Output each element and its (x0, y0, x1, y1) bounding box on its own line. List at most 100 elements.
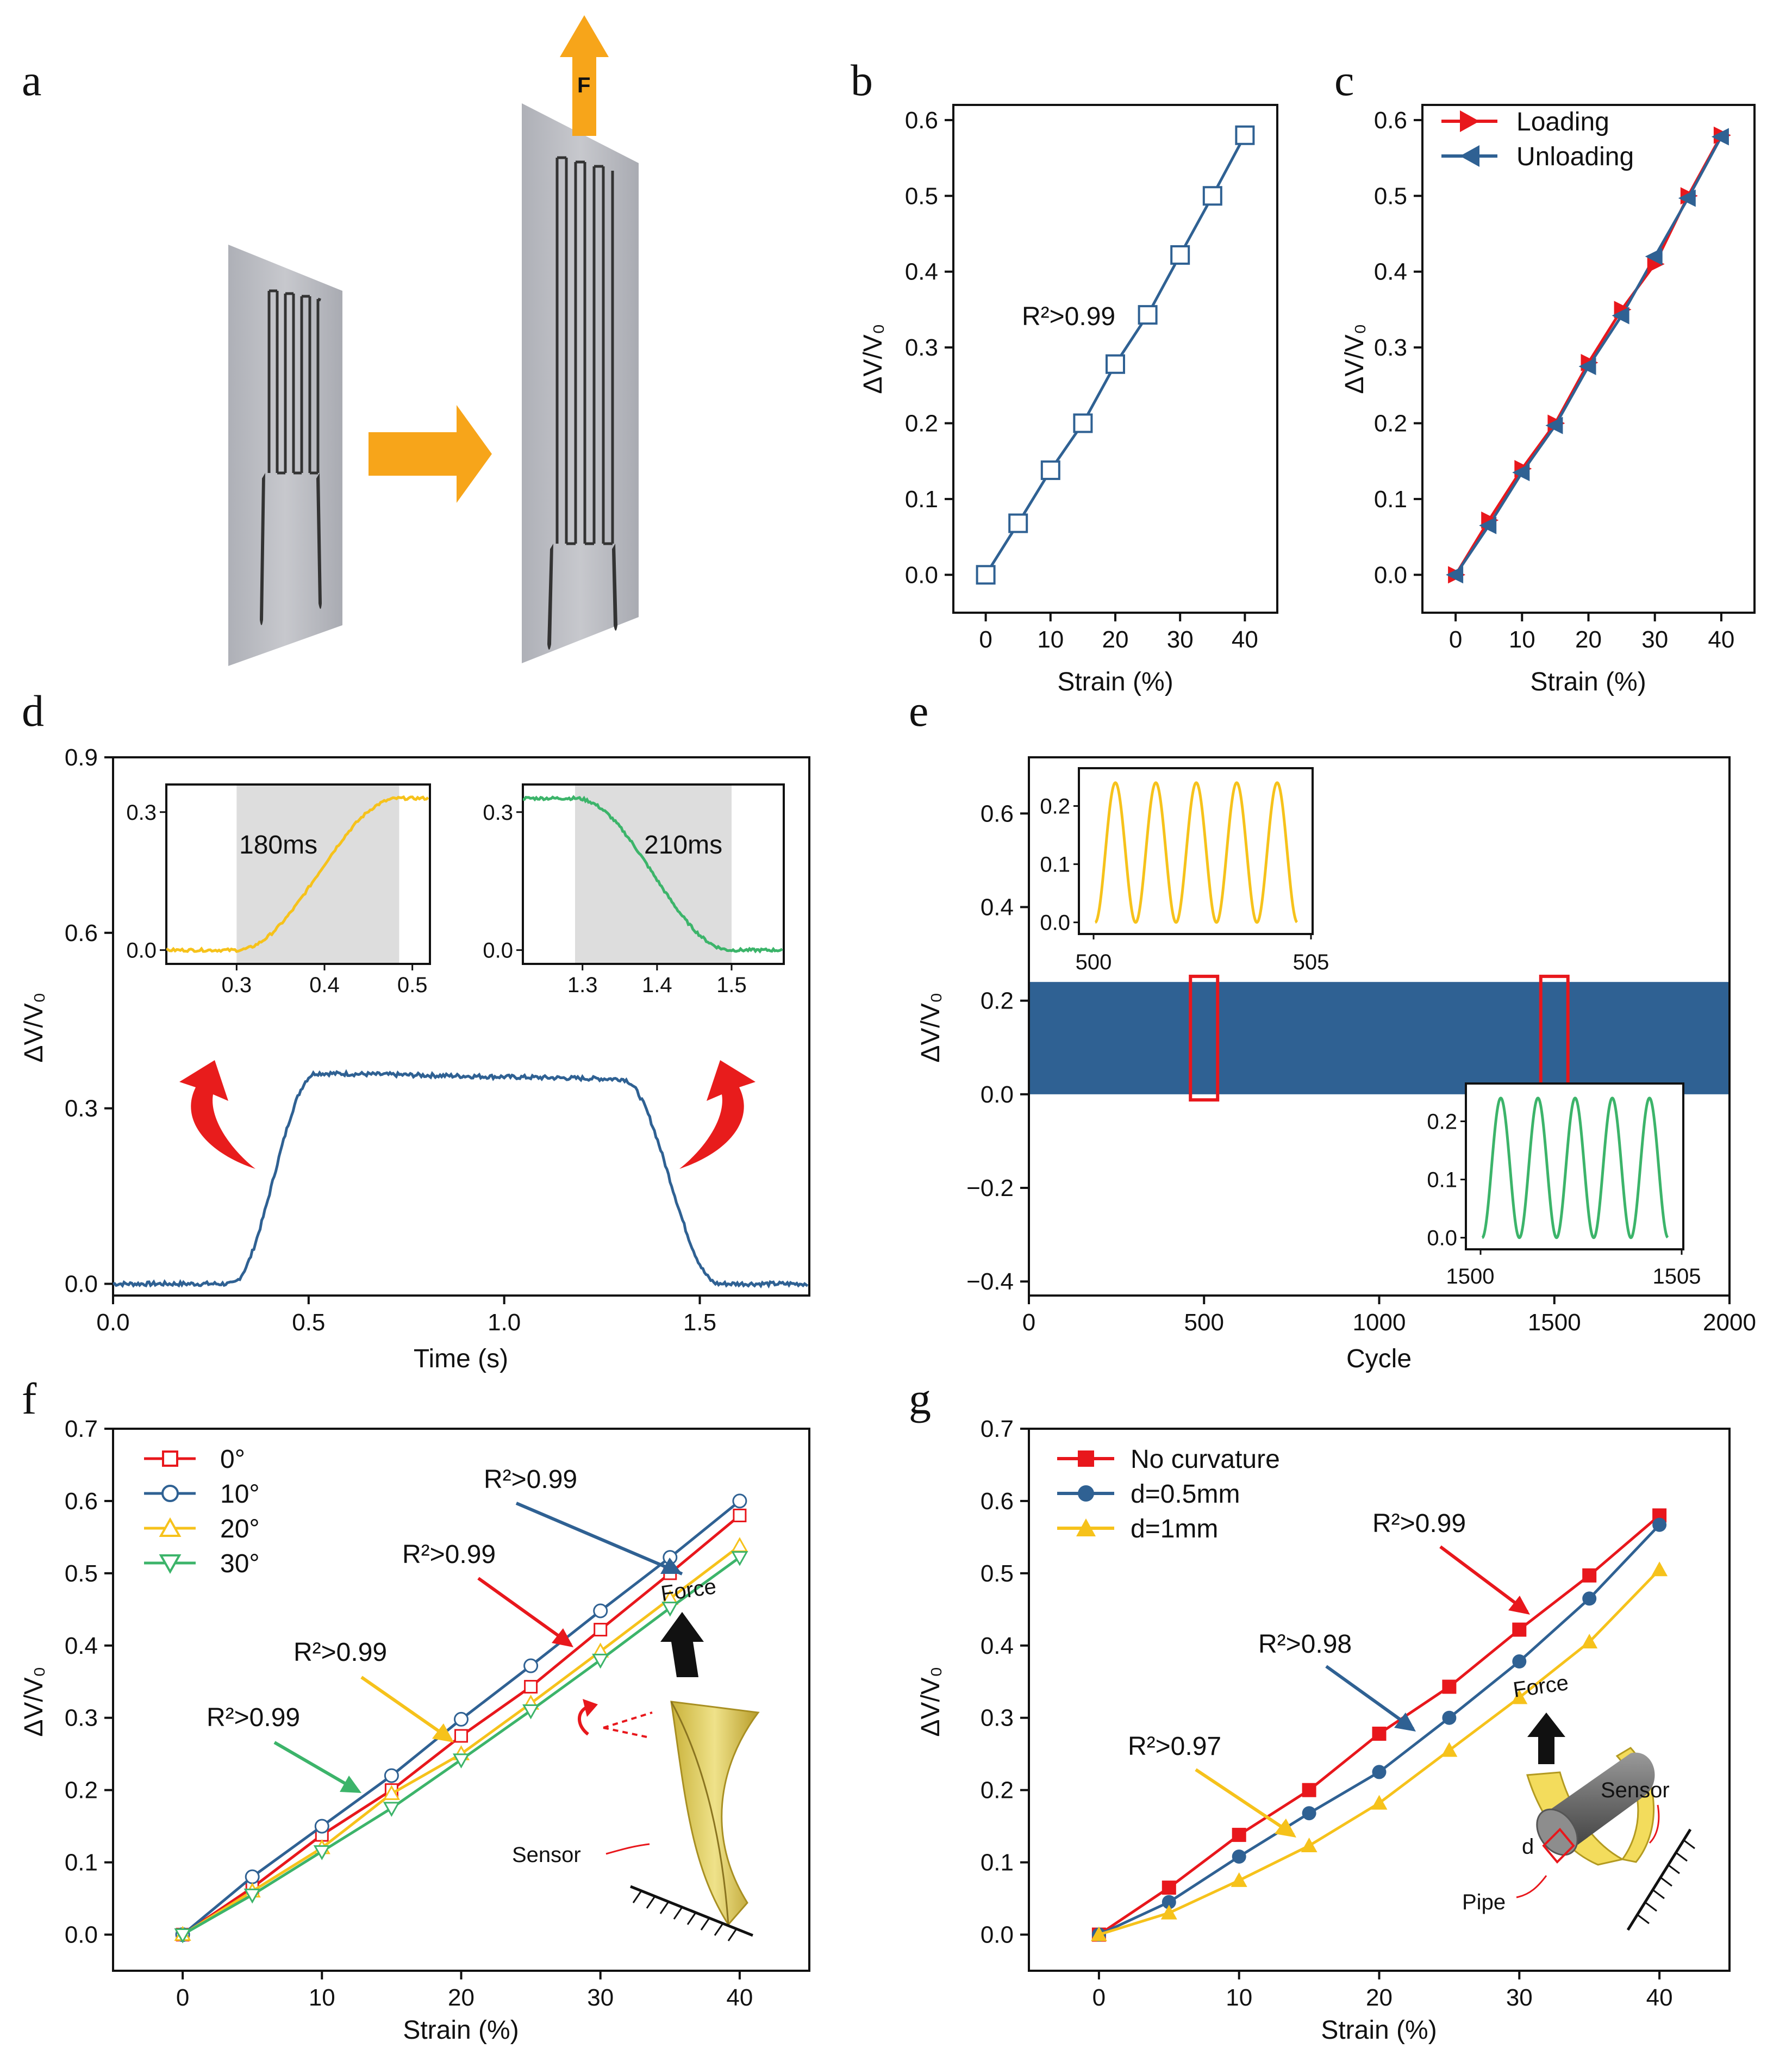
x-tick-label: 0 (1449, 626, 1462, 653)
y-tick-label: 0.0 (981, 1081, 1014, 1108)
data-point (384, 1768, 399, 1783)
data-point (1138, 305, 1158, 325)
pipe-label: Pipe (1462, 1890, 1506, 1914)
annotation-arrow-no-curvature (1439, 1545, 1528, 1614)
inset-y-tick-label: 0.0 (1040, 911, 1070, 935)
cycling-signal-band (1030, 982, 1728, 1094)
data-point (1106, 354, 1125, 374)
data-point (1582, 1591, 1597, 1606)
inset-y-tick-label: 0.0 (483, 939, 513, 963)
pipe-diagram: Force Sensor d Pipe (1462, 1671, 1695, 1931)
sensor-unstretched-icon (228, 245, 342, 666)
y-tick-label: 0.4 (1374, 259, 1407, 285)
y-tick-label: 0.3 (1374, 334, 1407, 361)
y-tick-label: 0.0 (981, 1922, 1014, 1948)
inset-x-tick-label: 1505 (1653, 1265, 1701, 1288)
inset-x-tick-label: 1.4 (642, 973, 672, 997)
unloading-point (1446, 566, 1464, 584)
annotation-arrowhead (1394, 1713, 1416, 1732)
ground-icon (1626, 1828, 1692, 1931)
panel-letter-d: d (22, 686, 44, 736)
x-tick-label: 40 (1646, 1984, 1673, 2011)
sensor-stretched-icon (522, 103, 639, 663)
legend-marker-0deg (162, 1450, 178, 1467)
data-point (1372, 1726, 1387, 1741)
inset-y-tick-label: 0.2 (1040, 795, 1070, 819)
x-axis-label: Strain (%) (1321, 2016, 1437, 2045)
panel-g: g 0 10 20 30 40 0.0 0.1 0.2 0.3 0.4 0.5 … (909, 1374, 1731, 2045)
legend: No curvature d=0.5mm d=1mm (1057, 1445, 1280, 1543)
y-tick-label: 0.7 (65, 1416, 98, 1442)
response-curve (113, 1069, 809, 1289)
annotation-arrowhead (660, 1558, 682, 1574)
legend-marker-20deg (159, 1517, 182, 1537)
inset-x-tick-label: 0.3 (222, 973, 252, 997)
twisted-sensor-icon (670, 1701, 760, 1926)
panel-letter-g: g (909, 1374, 931, 1423)
x-tick-label: 0 (979, 626, 992, 653)
x-tick-label: 0 (1092, 1984, 1106, 2011)
data-point (1371, 1795, 1388, 1810)
data-point (1302, 1783, 1316, 1797)
annotation-arrow-20deg (360, 1676, 452, 1741)
x-tick-label: 10 (309, 1984, 335, 2011)
y-axis-label: ΔV/V₀ (1340, 323, 1369, 394)
x-tick-label: 30 (1641, 626, 1668, 653)
inset-x-tick-label: 505 (1293, 950, 1329, 974)
y-tick-label: 0.5 (1374, 183, 1407, 209)
y-tick-label: 0.3 (905, 334, 938, 361)
inset-rise-curve (165, 795, 429, 954)
data-point (454, 1711, 469, 1727)
x-tick-label: 1.0 (488, 1309, 521, 1336)
data-point (1581, 1634, 1598, 1649)
data-point (1302, 1806, 1316, 1821)
x-tick-label: 10 (1226, 1984, 1252, 2011)
data-point (661, 1602, 679, 1617)
data-point (1511, 1689, 1528, 1704)
inset-cycle-curve (1481, 1097, 1669, 1240)
legend-label-20deg: 20° (220, 1515, 260, 1543)
inset-x-tick-label: 0.5 (397, 973, 428, 997)
y-tick-label: 0.1 (905, 486, 938, 513)
unloading-point (1612, 307, 1629, 325)
data-point (243, 1888, 261, 1904)
r2-annotation-0deg: R²>0.99 (402, 1540, 496, 1569)
unloading-point (1678, 189, 1696, 207)
y-tick-label: −0.2 (966, 1175, 1014, 1201)
legend-marker-30deg (159, 1554, 182, 1574)
panel-letter-c: c (1334, 55, 1354, 105)
x-tick-label: 30 (1506, 1984, 1533, 2011)
data-point (1442, 1710, 1457, 1725)
sensor-label: Sensor (512, 1843, 581, 1867)
data-point (1232, 1849, 1246, 1864)
data-point (524, 1680, 538, 1694)
r2-annotation-30deg: R²>0.99 (207, 1703, 300, 1732)
inset-y-tick-label: 0.1 (1040, 853, 1070, 877)
force-arrow-icon (660, 1612, 704, 1677)
data-point (1372, 1765, 1387, 1779)
data-point (1512, 1654, 1527, 1669)
y-tick-label: 0.6 (981, 800, 1014, 827)
data-point (732, 1493, 747, 1509)
inset-y-tick-label: 0.3 (483, 801, 513, 825)
x-tick-label: 0 (176, 1984, 189, 2011)
data-point (731, 1537, 748, 1552)
y-tick-label: 0.5 (981, 1560, 1014, 1587)
data-point (1202, 186, 1222, 206)
inset-y-tick-label: 0.3 (126, 801, 157, 825)
annotation-arrow-10deg (515, 1502, 683, 1576)
data-point (314, 1819, 329, 1834)
x-tick-label: 1500 (1528, 1309, 1581, 1336)
y-tick-label: 0.6 (65, 1488, 98, 1515)
x-tick-label: 1.5 (683, 1309, 716, 1336)
y-tick-label: 0.0 (65, 1922, 98, 1948)
inset-x-tick-label: 0.4 (309, 973, 340, 997)
unloading-point (1512, 464, 1530, 482)
data-point (1442, 1679, 1457, 1694)
x-tick-label: 10 (1509, 626, 1535, 653)
panel-letter-b: b (851, 55, 873, 105)
panel-e: e 0 500 1000 1500 2000 −0.4 −0.2 0.0 0.2… (909, 686, 1756, 1373)
panel-letter-a: a (22, 55, 41, 105)
x-tick-label: 0.0 (96, 1309, 129, 1336)
data-point (593, 1603, 608, 1618)
